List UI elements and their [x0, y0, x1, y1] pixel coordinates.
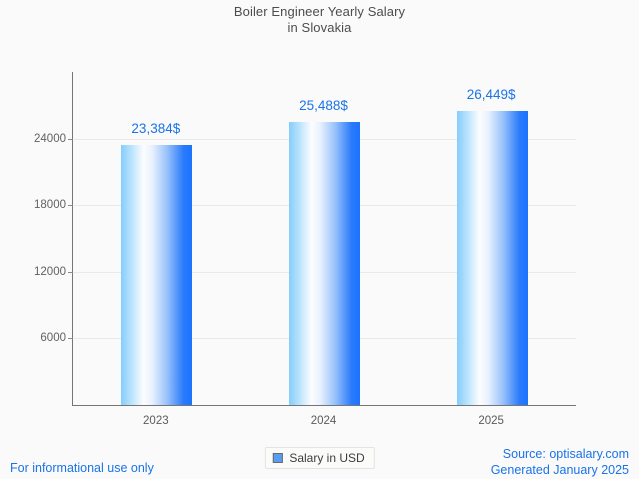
legend-swatch-icon: [272, 453, 283, 463]
bar[interactable]: [456, 111, 528, 405]
x-axis-tick-label: 2025: [478, 415, 504, 427]
bar-value-label: 25,488$: [299, 98, 348, 114]
y-axis-tickmark: [68, 205, 73, 207]
y-axis-tickmark: [68, 338, 73, 340]
bar[interactable]: [121, 145, 193, 405]
plot-area: [68, 72, 576, 406]
chart-title-line-1: Boiler Engineer Yearly Salary: [233, 4, 406, 19]
chart-legend[interactable]: Salary in USD: [264, 447, 375, 469]
y-axis-tick-labels: 6000 12000 18000 24000: [0, 0, 66, 479]
bar[interactable]: [289, 122, 360, 405]
generated-text: Generated January 2025: [490, 463, 629, 477]
y-axis-tickmark: [68, 271, 73, 273]
x-axis-tick-label: 2023: [143, 415, 169, 427]
source-text: Source: optisalary.com: [502, 447, 629, 461]
disclaimer-text: For informational use only: [10, 461, 154, 475]
y-axis-tick-label: 12000: [34, 265, 66, 278]
y-axis-tick-label: 24000: [34, 132, 66, 145]
source-block: Source: optisalary.com Generated January…: [491, 446, 629, 478]
chart-title: Boiler Engineer Yearly Salary in Slovaki…: [0, 4, 639, 36]
bar-value-label: 26,449$: [466, 87, 516, 103]
y-axis-tick-label: 18000: [34, 199, 66, 212]
x-axis-tick-label: 2024: [310, 415, 337, 427]
y-axis-tickmark: [68, 138, 73, 140]
chart-title-line-2: in Slovakia: [287, 20, 352, 35]
bar-value-label: 23,384$: [131, 121, 181, 137]
y-axis-tick-label: 6000: [40, 332, 66, 345]
legend-item-label: Salary in USD: [289, 451, 365, 465]
